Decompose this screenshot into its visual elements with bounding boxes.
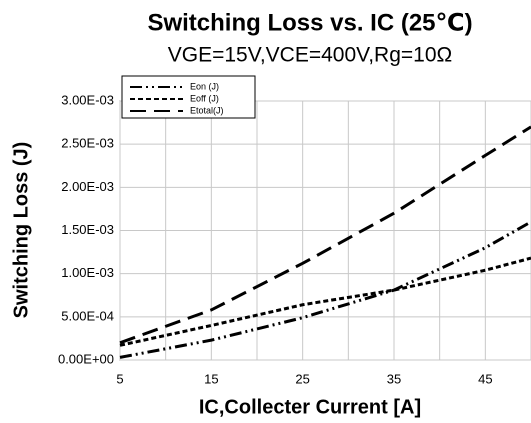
- series-line: [119, 256, 531, 347]
- y-axis-label: Switching Loss (J): [10, 142, 32, 319]
- y-tick-label: 3.00E-03: [61, 92, 114, 107]
- x-tick-label: 15: [204, 371, 218, 386]
- chart-title: Switching Loss vs. IC (25℃): [147, 9, 472, 36]
- chart-subtitle: VGE=15V,VCE=400V,Rg=10Ω: [168, 44, 452, 67]
- legend: Eon (J) Eoff (J) Etotal(J): [121, 75, 256, 119]
- series-line: [119, 125, 531, 345]
- y-tick-label: 1.50E-03: [61, 222, 114, 237]
- legend-label: Eon (J): [190, 81, 219, 91]
- x-tick-label: 25: [295, 371, 309, 386]
- x-tick-label: 5: [116, 371, 123, 386]
- legend-label: Etotal(J): [190, 105, 224, 115]
- y-tick-label: 1.00E-03: [61, 265, 114, 280]
- y-tick-label: 2.00E-03: [61, 179, 114, 194]
- y-tick-label: 2.50E-03: [61, 136, 114, 151]
- legend-label: Eoff (J): [190, 93, 219, 103]
- y-tick-label: 5.00E-04: [61, 308, 114, 323]
- y-tick-label: 0.00E+00: [58, 351, 114, 366]
- x-axis-label: IC,Collecter Current [A]: [199, 396, 421, 418]
- x-tick-label: 35: [387, 371, 401, 386]
- series-line: [119, 220, 531, 359]
- x-tick-label: 45: [478, 371, 492, 386]
